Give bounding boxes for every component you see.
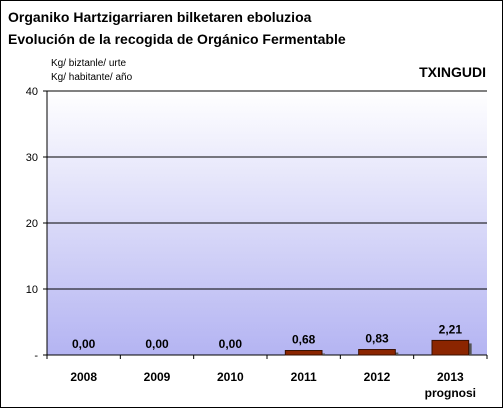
axes	[46, 91, 488, 359]
data-label-2008: 0,00	[72, 337, 96, 351]
y-unit-spanish: Kg/ habitante/ año	[51, 72, 133, 83]
x-tick-label-2008: 2008	[70, 370, 97, 384]
y-unit-basque: Kg/ biztanle/ urte	[51, 58, 127, 69]
x-tick-labels: 2008 2009 2010 2011 2012 2013 prognosi	[70, 370, 476, 400]
y-tick-label: 40	[26, 86, 38, 98]
x-tick-label-2013: 2013	[437, 370, 464, 384]
x-tick-label-2011: 2011	[291, 370, 317, 384]
data-label-2010: 0,00	[219, 337, 243, 351]
chart-title-spanish: Evolución de la recogida de Orgánico Fer…	[8, 31, 346, 47]
bar-2013	[431, 339, 470, 356]
bar-2012	[358, 349, 396, 356]
x-tick-label-2012: 2012	[364, 370, 391, 384]
gridlines	[43, 90, 487, 356]
x-tick-label-2010: 2010	[217, 370, 244, 384]
region-label: TXINGUDI	[419, 64, 486, 80]
chart-title-basque: Organiko Hartzigarriaren bilketaren ebol…	[8, 9, 312, 25]
data-label-2012: 0,83	[365, 332, 389, 346]
bar-2011	[284, 350, 323, 356]
data-label-2013: 2,21	[439, 322, 463, 336]
data-label-2011: 0,68	[292, 333, 316, 347]
y-tick-labels: - 10 20 30 40	[26, 86, 39, 362]
y-tick-label: 30	[26, 152, 38, 164]
y-tick-label: -	[34, 350, 38, 362]
y-tick-label: 20	[26, 218, 38, 230]
bars	[284, 339, 472, 356]
y-tick-label: 10	[26, 284, 38, 296]
x-tick-label-2009: 2009	[144, 370, 171, 384]
x-tick-sublabel-2013: prognosi	[425, 386, 476, 400]
data-labels: 0,00 0,00 0,00 0,68 0,83 2,21	[72, 322, 462, 351]
data-label-2009: 0,00	[145, 337, 169, 351]
